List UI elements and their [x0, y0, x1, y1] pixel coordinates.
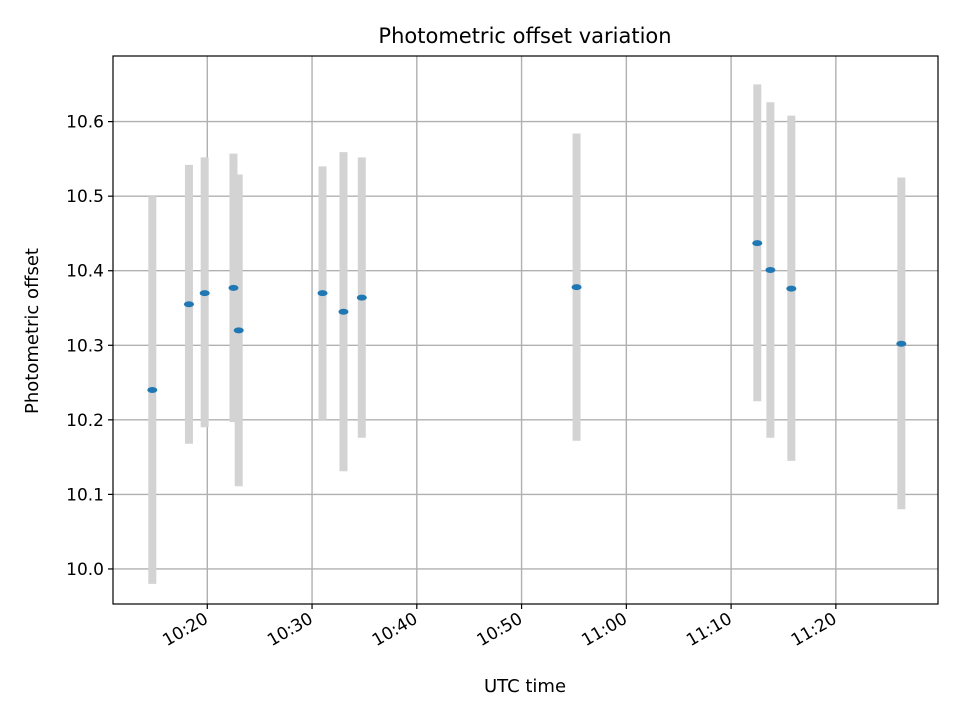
data-point — [765, 266, 776, 273]
data-point — [786, 285, 797, 292]
data-point — [233, 327, 244, 334]
y-tick-label: 10.1 — [66, 485, 104, 505]
data-point — [199, 290, 210, 297]
data-point — [228, 284, 239, 291]
data-point — [896, 340, 907, 347]
y-tick-label: 10.3 — [66, 336, 104, 356]
y-axis-ticks: 10.0 10.1 10.2 10.3 10.4 10.5 10.6 — [66, 113, 113, 580]
plot-area-frame — [112, 55, 939, 605]
y-axis-title: Photometric offset — [22, 248, 43, 414]
data-point — [356, 294, 367, 301]
data-point — [571, 284, 582, 291]
data-points — [147, 240, 907, 394]
x-axis-title: UTC time — [484, 676, 566, 697]
data-point — [147, 387, 158, 394]
data-point — [752, 240, 763, 247]
y-tick-label: 10.4 — [66, 262, 104, 282]
grid — [113, 56, 938, 604]
y-tick-label: 10.6 — [66, 113, 104, 133]
data-point — [183, 301, 194, 308]
y-tick-label: 10.0 — [66, 560, 104, 580]
y-tick-label: 10.5 — [66, 187, 104, 207]
data-point — [338, 308, 349, 315]
y-tick-label: 10.2 — [66, 411, 104, 431]
data-point — [317, 290, 328, 297]
chart-title: Photometric offset variation — [378, 24, 671, 48]
